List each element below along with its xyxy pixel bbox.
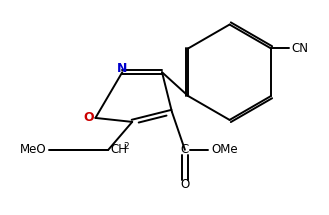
Text: O: O: [83, 111, 94, 124]
Text: O: O: [180, 178, 190, 191]
Text: 2: 2: [123, 142, 129, 151]
Text: CN: CN: [292, 42, 309, 55]
Text: OMe: OMe: [212, 143, 238, 156]
Text: CH: CH: [110, 143, 127, 156]
Text: MeO: MeO: [20, 143, 47, 156]
Text: C: C: [181, 143, 189, 156]
Text: N: N: [117, 62, 127, 75]
